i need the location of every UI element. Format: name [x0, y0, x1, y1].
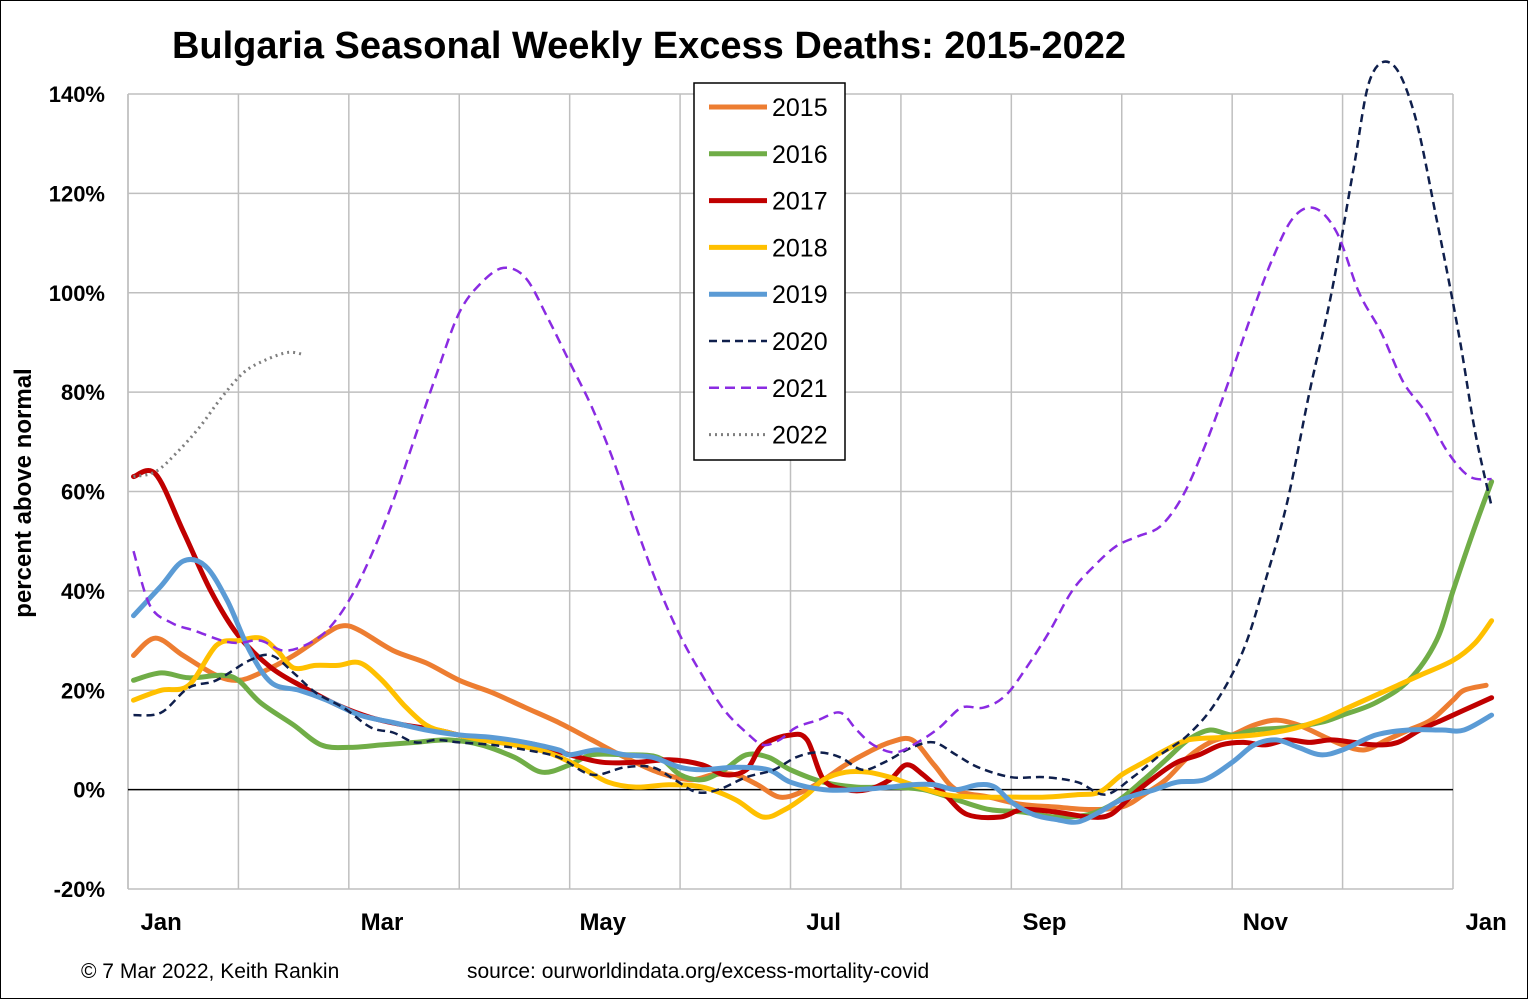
y-tick-label: 20%: [61, 678, 105, 703]
y-tick-label: 60%: [61, 480, 105, 505]
source-note: source: ourworldindata.org/excess-mortal…: [467, 960, 929, 983]
x-tick-label: Nov: [1243, 909, 1289, 936]
legend-label-2019: 2019: [772, 281, 828, 309]
y-tick-label: -20%: [54, 877, 105, 902]
legend-label-2015: 2015: [772, 94, 828, 122]
legend-label-2022: 2022: [772, 422, 828, 450]
y-tick-label: 100%: [49, 281, 105, 306]
legend: 2015 2016 2017 2018 2019 2020 2021 2022: [693, 82, 846, 461]
x-tick-label: Mar: [361, 909, 404, 936]
y-tick-label: 120%: [49, 181, 105, 206]
y-tick-label: 140%: [49, 82, 105, 107]
y-axis-ticks: -20% 0% 20% 40% 60% 80% 100% 120% 140%: [49, 82, 105, 902]
legend-label-2018: 2018: [772, 234, 828, 262]
series-line-2018: [131, 618, 1495, 820]
y-axis-label: percent above normal: [10, 368, 37, 617]
x-tick-label: Jan: [1465, 909, 1506, 936]
x-tick-label: Sep: [1022, 909, 1066, 936]
legend-box: [693, 82, 846, 461]
x-tick-label: May: [579, 909, 626, 936]
x-tick-label: Jul: [806, 909, 841, 936]
y-tick-label: 80%: [61, 380, 105, 405]
series-line-2022: [133, 350, 306, 479]
series-line-2021: [132, 206, 1492, 754]
x-tick-label: Jan: [140, 909, 181, 936]
y-tick-label: 0%: [73, 778, 105, 803]
series-line-2017: [131, 468, 1495, 821]
copyright-note: © 7 Mar 2022, Keith Rankin: [81, 960, 339, 983]
series-lines: [131, 60, 1495, 825]
chart-title: Bulgaria Seasonal Weekly Excess Deaths: …: [172, 25, 1126, 67]
x-axis-ticks: Jan Mar May Jul Sep Nov Jan: [140, 909, 1506, 936]
series-line-2015: [131, 623, 1489, 812]
y-tick-label: 40%: [61, 579, 105, 604]
series-line-2020: [133, 60, 1493, 796]
series-line-2016: [131, 479, 1495, 820]
legend-label-2017: 2017: [772, 188, 828, 216]
legend-label-2021: 2021: [772, 375, 828, 403]
legend-label-2016: 2016: [772, 141, 828, 169]
legend-label-2020: 2020: [772, 328, 828, 356]
